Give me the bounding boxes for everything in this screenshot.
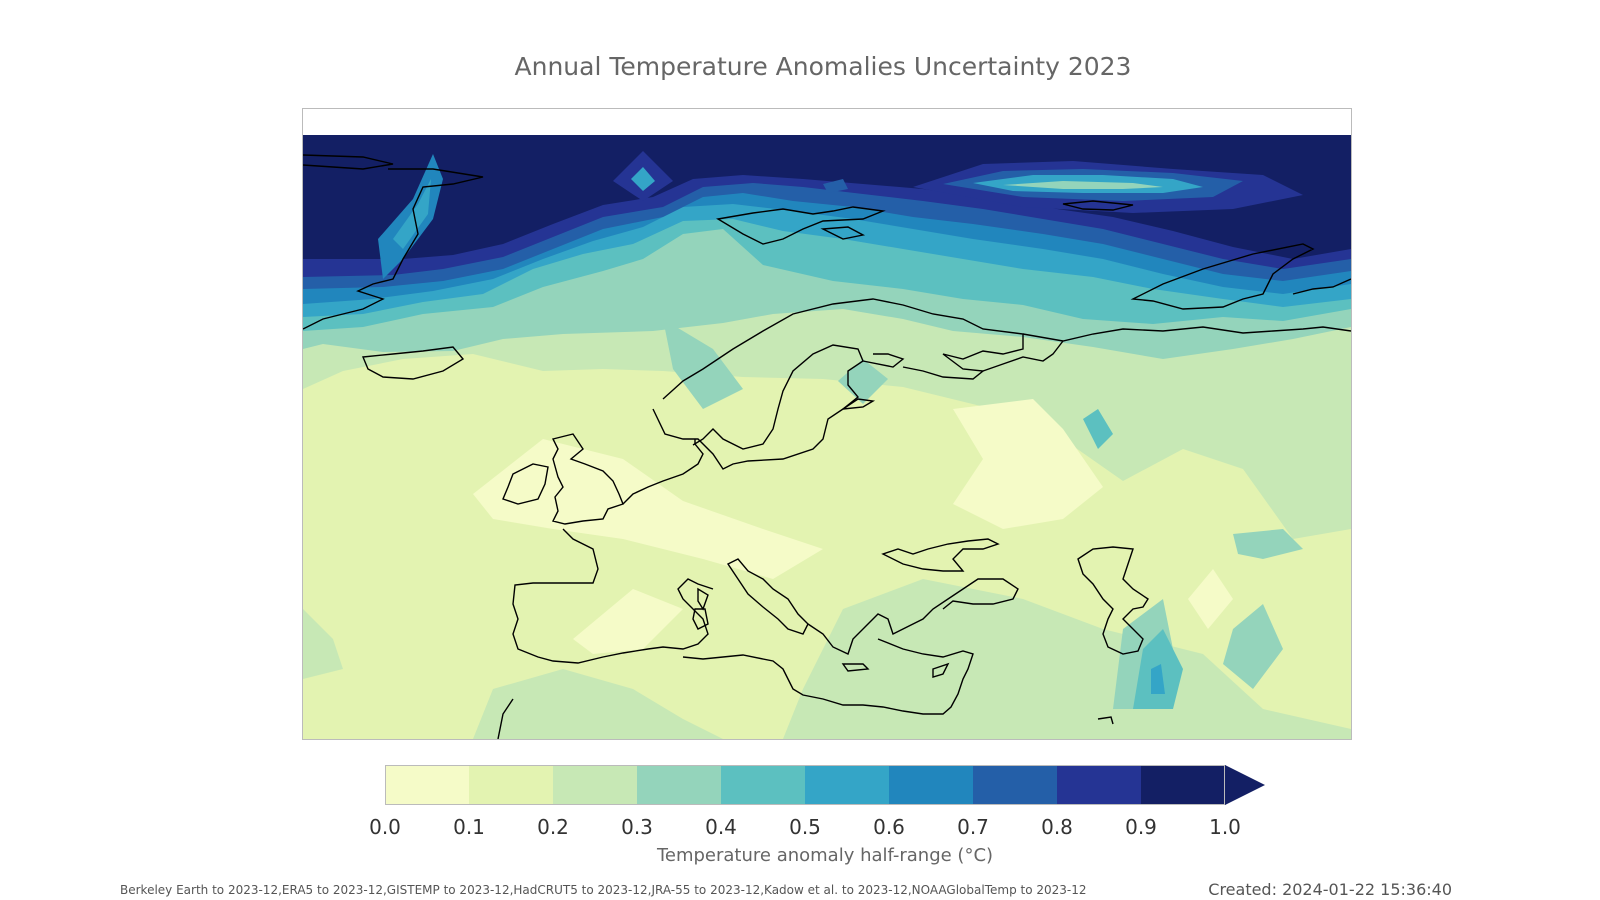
coastline-iceland bbox=[361, 346, 465, 380]
colorbar-tick-label: 0.2 bbox=[537, 815, 569, 839]
coastline-britain bbox=[551, 433, 624, 525]
coastline-novaya-zemlya bbox=[1062, 200, 1134, 211]
contour-patch-0.3-c bbox=[1223, 604, 1283, 689]
colorbar-swatch bbox=[1141, 765, 1226, 805]
created-timestamp: Created: 2024-01-22 15:36:40 bbox=[1208, 880, 1452, 899]
contour-fills bbox=[303, 135, 1351, 739]
colorbar-swatch bbox=[469, 765, 554, 805]
colorbar-tick-label: 0.4 bbox=[705, 815, 737, 839]
colorbar-tick-label: 0.0 bbox=[369, 815, 401, 839]
colorbar-tick-label: 0.8 bbox=[1041, 815, 1073, 839]
map-top-band bbox=[303, 109, 1351, 135]
colorbar-swatch bbox=[805, 765, 890, 805]
coastlines bbox=[303, 154, 1351, 739]
colorbar-swatch bbox=[385, 765, 470, 805]
coastline-balkans bbox=[807, 538, 1019, 655]
map-plot bbox=[302, 108, 1352, 740]
colorbar-swatch bbox=[721, 765, 806, 805]
coastline-greenland bbox=[303, 154, 484, 330]
contour-hole-tip-b bbox=[631, 167, 655, 191]
contour-map bbox=[303, 109, 1351, 739]
data-sources-footnote: Berkeley Earth to 2023-12,ERA5 to 2023-1… bbox=[120, 883, 1087, 897]
colorbar-tick-label: 0.1 bbox=[453, 815, 485, 839]
colorbar-tick-label: 0.6 bbox=[873, 815, 905, 839]
contour-patch-0.3-b bbox=[838, 359, 888, 404]
colorbar-tick-label: 0.9 bbox=[1125, 815, 1157, 839]
coastline-taymyr bbox=[1130, 243, 1351, 310]
contour-level-0.1-caspian bbox=[1188, 569, 1233, 629]
colorbar-outline bbox=[385, 765, 1225, 805]
colorbar-tick-label: 0.7 bbox=[957, 815, 989, 839]
colorbar-swatch bbox=[973, 765, 1058, 805]
coastline-russia-north bbox=[982, 326, 1351, 372]
contour-hole-greenland-inner bbox=[393, 179, 431, 249]
contour-patch-0.2-east bbox=[783, 579, 1351, 739]
colorbar-swatch bbox=[637, 765, 722, 805]
colorbar-extend-arrow bbox=[1225, 765, 1265, 805]
contour-hole-small bbox=[823, 179, 848, 193]
contour-patch-0.2-west bbox=[303, 609, 343, 679]
contour-level-0.1-east bbox=[953, 399, 1103, 529]
contour-patch-0.5-a bbox=[1151, 664, 1165, 694]
colorbar-swatch bbox=[889, 765, 974, 805]
chart-title: Annual Temperature Anomalies Uncertainty… bbox=[514, 52, 1132, 81]
contour-hole-0.5-a bbox=[1003, 181, 1163, 189]
contour-level-0.1-south bbox=[573, 589, 683, 654]
colorbar-tick-label: 0.3 bbox=[621, 815, 653, 839]
coastline-finland-baltic bbox=[842, 353, 905, 410]
contour-patch-0.3-e bbox=[1233, 529, 1303, 559]
colorbar-swatches bbox=[385, 765, 1226, 805]
colorbar-swatch bbox=[553, 765, 638, 805]
contour-patch-0.2-south bbox=[473, 669, 723, 739]
coastline-ireland bbox=[502, 463, 549, 505]
coastline-caspian bbox=[1077, 546, 1149, 655]
coastline-france-iberia bbox=[512, 528, 714, 664]
coastline-svalbard bbox=[716, 206, 886, 245]
colorbar bbox=[385, 765, 1265, 805]
contour-patch-0.4-b bbox=[1083, 409, 1113, 449]
coastline-turkey-levant bbox=[682, 638, 974, 715]
colorbar-label: Temperature anomaly half-range (°C) bbox=[656, 845, 994, 866]
coastline-europe-north bbox=[622, 439, 704, 505]
colorbar-tick-label: 1.0 bbox=[1209, 815, 1241, 839]
contour-level-0.1-central bbox=[473, 439, 823, 579]
coastline-islands-med bbox=[841, 662, 950, 678]
contour-patch-0.3-a bbox=[663, 319, 743, 409]
colorbar-tick-label: 0.5 bbox=[789, 815, 821, 839]
coastline-bottom bbox=[497, 698, 1114, 739]
colorbar-swatch bbox=[1057, 765, 1142, 805]
coastline-scandinavia bbox=[652, 298, 1024, 470]
